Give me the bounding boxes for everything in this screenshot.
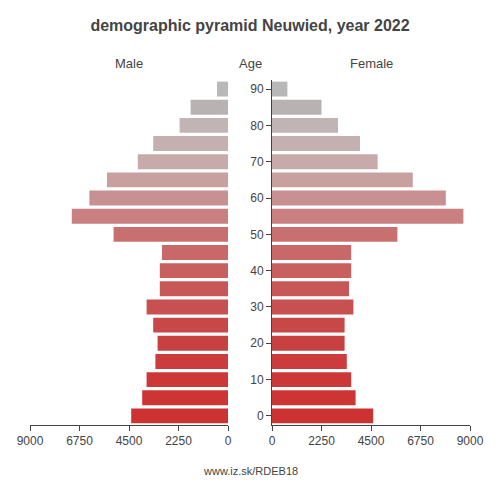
svg-text:90: 90 xyxy=(250,82,264,96)
svg-text:30: 30 xyxy=(250,300,264,314)
svg-text:0: 0 xyxy=(225,434,232,448)
svg-text:4500: 4500 xyxy=(358,434,385,448)
svg-text:9000: 9000 xyxy=(17,434,44,448)
svg-text:50: 50 xyxy=(250,228,264,242)
svg-text:70: 70 xyxy=(250,155,264,169)
svg-text:10: 10 xyxy=(250,373,264,387)
svg-text:Age: Age xyxy=(239,56,262,71)
svg-text:www.iz.sk/RDEB18: www.iz.sk/RDEB18 xyxy=(203,465,298,477)
svg-text:4500: 4500 xyxy=(116,434,143,448)
svg-text:Female: Female xyxy=(350,56,393,71)
svg-text:2250: 2250 xyxy=(165,434,192,448)
svg-text:6750: 6750 xyxy=(407,434,434,448)
svg-text:80: 80 xyxy=(250,119,264,133)
svg-text:0: 0 xyxy=(257,409,264,423)
svg-text:40: 40 xyxy=(250,264,264,278)
svg-text:Male: Male xyxy=(115,56,143,71)
svg-text:60: 60 xyxy=(250,191,264,205)
svg-text:0: 0 xyxy=(269,434,276,448)
svg-text:9000: 9000 xyxy=(457,434,484,448)
svg-text:demographic pyramid Neuwied, y: demographic pyramid Neuwied, year 2022 xyxy=(90,17,409,34)
svg-text:6750: 6750 xyxy=(66,434,93,448)
svg-text:20: 20 xyxy=(250,336,264,350)
svg-text:2250: 2250 xyxy=(308,434,335,448)
